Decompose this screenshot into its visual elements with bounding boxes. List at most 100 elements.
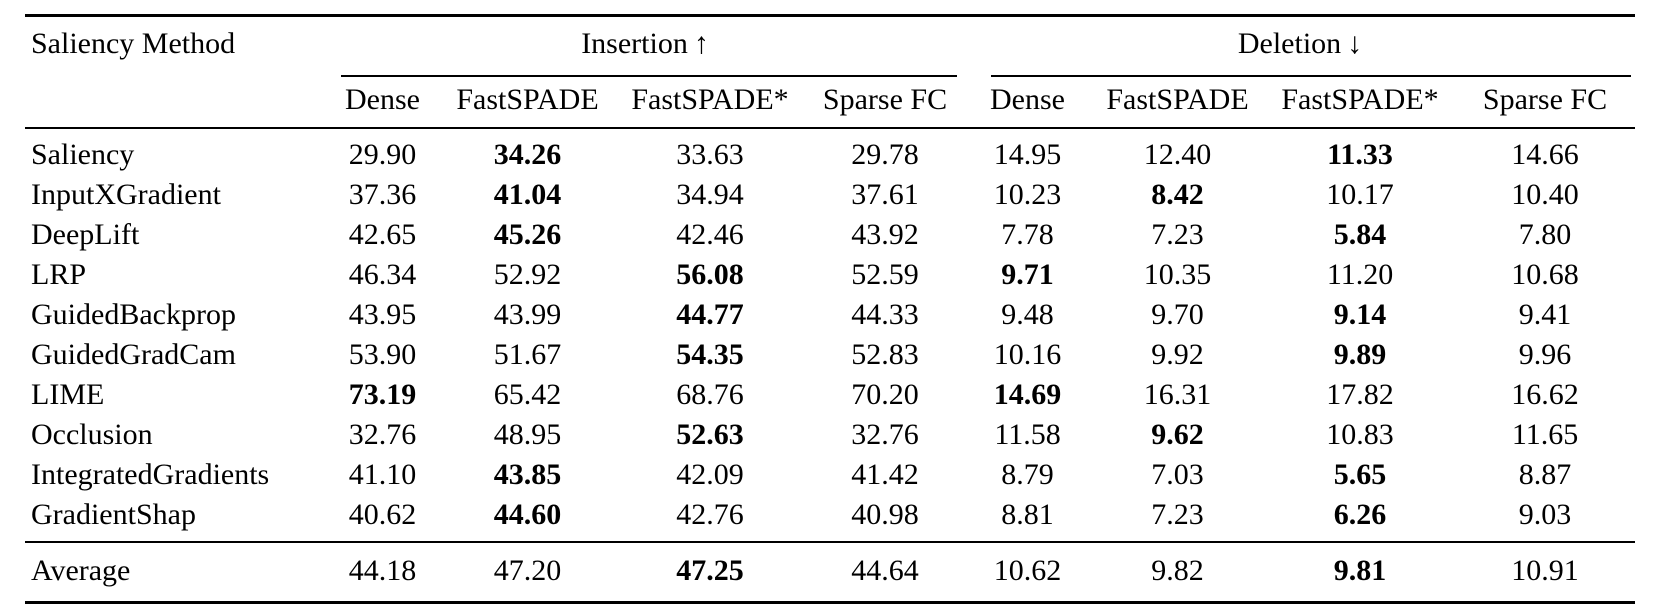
value-cell: 52.92 [493,258,562,291]
value-cell: 43.85 [493,458,562,491]
method-cell: GradientShap [31,498,196,531]
value-cell: 47.20 [440,541,615,603]
value-cell: 51.67 [493,338,562,371]
column-header-dense: Dense [965,77,1091,129]
value-cell: 68.76 [676,378,744,411]
value-cell: 73.19 [348,378,417,411]
value-cell: 7.23 [1151,218,1204,251]
method-cell: Saliency [31,138,135,171]
value-cell: 40.98 [851,498,919,531]
average-row: Average 44.18 47.20 47.25 44.64 10.62 9.82 9.81… [25,541,1636,603]
value-cell: 42.76 [676,498,744,531]
value-cell: 10.17 [1326,178,1394,211]
deletion-group-label: Deletion [1237,27,1342,60]
value-cell: 11.65 [1511,418,1579,451]
value-cell: 70.20 [851,378,919,411]
value-cell: 56.08 [676,258,744,291]
value-cell: 9.81 [1265,541,1456,603]
value-cell: 7.80 [1518,218,1572,251]
value-cell: 29.78 [851,138,919,171]
method-cell: Average [25,541,325,603]
value-cell: 7.03 [1151,458,1204,491]
value-cell: 32.76 [851,418,919,451]
value-cell: 9.14 [1333,298,1387,331]
value-cell: 65.42 [493,378,562,411]
column-header-fastspade: FastSPADE [1090,77,1266,129]
value-cell: 9.71 [1001,258,1054,291]
method-cell: IntegratedGradients [31,458,270,491]
value-cell: 29.90 [348,138,417,171]
method-column-header: Saliency Method [25,15,325,129]
method-cell: LIME [31,378,105,411]
value-cell: 17.82 [1326,378,1394,411]
value-cell: 11.20 [1326,258,1394,291]
table-row: GuidedGradCam 53.90 51.67 54.35 52.83 10.16 9.… [25,335,1635,375]
value-cell: 14.69 [993,378,1062,411]
value-cell: 9.96 [1518,338,1572,371]
value-cell: 12.40 [1143,138,1212,171]
value-cell: 5.65 [1333,458,1387,491]
value-cell: 10.35 [1143,258,1212,291]
value-cell: 34.94 [676,178,744,211]
table-foot: Average 44.18 47.20 47.25 44.64 10.62 9.82 9.81… [25,541,1636,603]
value-cell: 7.78 [1001,218,1054,251]
table-row: GradientShap 40.62 44.60 42.76 40.98 8.81 7.23… [25,495,1635,542]
value-cell: 8.87 [1518,458,1572,491]
value-cell: 41.10 [348,458,417,491]
value-cell: 10.16 [993,338,1062,371]
column-header-fastspade-star: FastSPADE* [615,77,805,129]
value-cell: 5.84 [1333,218,1387,251]
method-cell: LRP [31,258,87,291]
table-row: DeepLift 42.65 45.26 42.46 43.92 7.78 7.23 5.84… [25,215,1635,255]
value-cell: 8.81 [1001,498,1054,531]
value-cell: 44.77 [676,298,744,331]
value-cell: 10.83 [1326,418,1394,451]
value-cell: 37.36 [348,178,417,211]
value-cell: 7.23 [1151,498,1204,531]
value-cell: 43.95 [348,298,417,331]
value-cell: 9.41 [1518,298,1572,331]
value-cell: 9.03 [1518,498,1572,531]
results-table: Saliency Method Insertion ↑ Deletion ↓ Den… [25,14,1636,604]
value-cell: 16.31 [1143,378,1212,411]
value-cell: 9.82 [1090,541,1266,603]
method-cell: Occlusion [31,418,153,451]
value-cell: 43.92 [851,218,919,251]
value-cell: 33.63 [676,138,744,171]
deletion-group-header: Deletion ↓ [965,16,1635,78]
value-cell: 16.62 [1511,378,1579,411]
table-row: InputXGradient 37.36 41.04 34.94 37.61 10.23 8… [25,175,1635,215]
value-cell: 14.66 [1511,138,1579,171]
method-cell: GuidedBackprop [31,298,236,331]
insertion-group-header: Insertion ↑ [325,16,965,78]
column-header-sparse-fc: Sparse FC [1455,77,1636,129]
method-cell: GuidedGradCam [31,338,236,371]
column-header-sparse-fc: Sparse FC [805,77,966,129]
value-cell: 54.35 [676,338,744,371]
value-cell: 37.61 [851,178,919,211]
value-cell: 42.65 [348,218,417,251]
value-cell: 46.34 [348,258,417,291]
paper-table-page: Saliency Method Insertion ↑ Deletion ↓ Den… [25,14,1636,604]
value-cell: 10.23 [993,178,1062,211]
value-cell: 9.48 [1001,298,1054,331]
column-header-dense: Dense [325,77,440,129]
table-row: Occlusion 32.76 48.95 52.63 32.76 11.58 9.62 10… [25,415,1635,455]
value-cell: 9.89 [1333,338,1387,371]
down-arrow-icon: ↓ [1347,27,1363,60]
value-cell: 9.62 [1151,418,1204,451]
value-cell: 14.95 [993,138,1062,171]
value-cell: 9.70 [1151,298,1204,331]
value-cell: 10.68 [1511,258,1579,291]
value-cell: 10.40 [1511,178,1579,211]
value-cell: 42.09 [676,458,744,491]
value-cell: 10.91 [1455,541,1636,603]
value-cell: 10.62 [965,541,1091,603]
value-cell: 34.26 [493,138,562,171]
value-cell: 42.46 [676,218,744,251]
column-header-fastspade-star: FastSPADE* [1265,77,1456,129]
value-cell: 11.58 [994,418,1061,451]
table-row: LRP 46.34 52.92 56.08 52.59 9.71 10.35 11.20 10.… [25,255,1635,295]
insertion-group-label: Insertion [581,27,688,60]
value-cell: 44.60 [493,498,562,531]
